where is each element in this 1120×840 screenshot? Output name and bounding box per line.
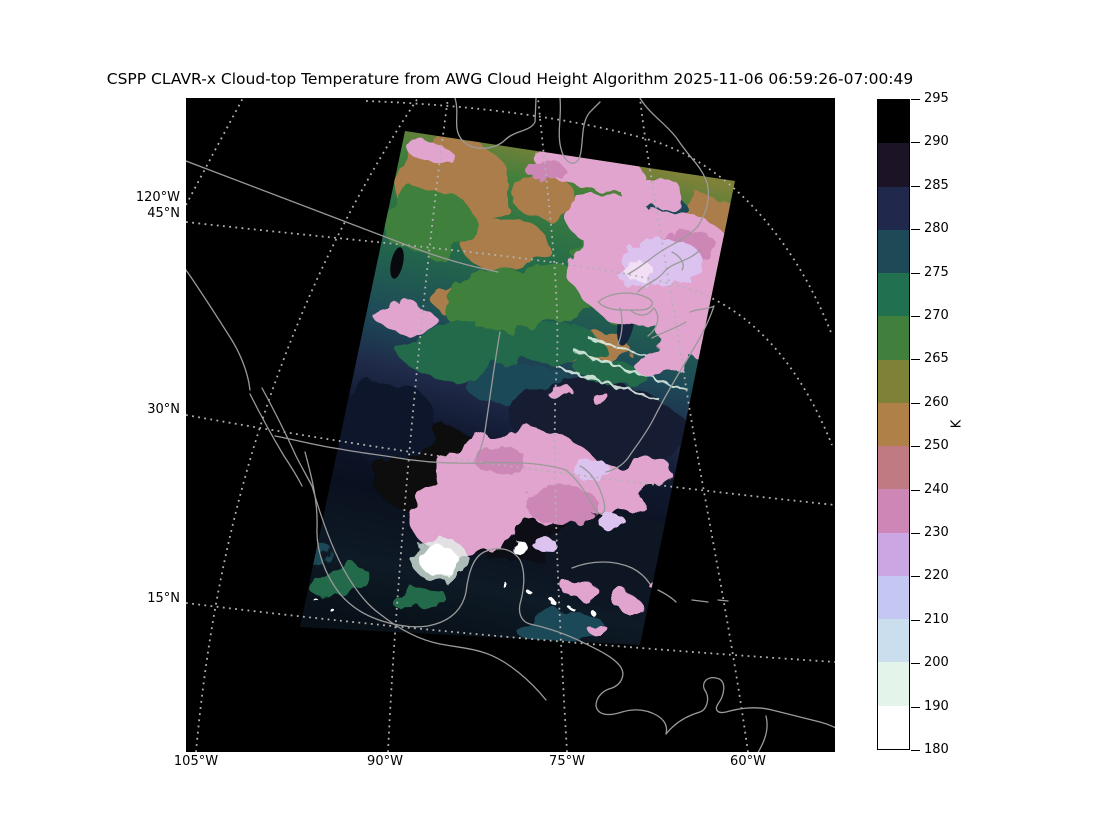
coast-florida (565, 465, 606, 515)
colorbar-tick-label: 260 (924, 394, 949, 410)
colorbar-segment (878, 489, 909, 533)
lake-winnipeg (390, 247, 404, 279)
colorbar-segment (878, 186, 909, 230)
colorbar-segment (878, 229, 909, 274)
colorbar-tick (911, 99, 920, 100)
lon-label-75w: 75°W (549, 754, 585, 769)
colorbar-tick (911, 142, 920, 144)
colorbar-segment (878, 705, 909, 749)
colorbar-tick (911, 576, 920, 578)
meridian-60w (639, 98, 749, 752)
colorbar-unit-label: K (949, 419, 965, 429)
colorbar-tick-label: 190 (924, 698, 949, 714)
colorbar-tick-label: 265 (924, 351, 949, 367)
colorbar-segment (878, 143, 909, 187)
colorbar-segment (878, 532, 909, 576)
colorbar-tick (911, 316, 920, 317)
parallel-15n (186, 602, 835, 663)
colorbar-tick-label: 290 (924, 134, 949, 150)
colorbar-tick (911, 533, 920, 534)
coast-central-america (529, 623, 668, 735)
coast-south-america (665, 677, 835, 735)
colorbar-segment (878, 316, 909, 360)
coast-hudson-bay (454, 98, 537, 149)
coastlines (186, 98, 835, 752)
colorbar-tick (911, 359, 920, 361)
coast-islands (691, 599, 729, 603)
colorbar-tick (911, 446, 920, 448)
colorbar-segment (878, 575, 909, 620)
colorbar-tick (911, 750, 920, 751)
colorbar-segment (878, 446, 909, 490)
colorbar-tick-label: 220 (924, 568, 949, 584)
coast-labrador (639, 98, 710, 227)
river-mississippi (475, 331, 501, 459)
deepgreen-patches (311, 324, 646, 613)
colorbar-tick-label: 280 (924, 221, 949, 237)
lat-label-45n: 45°N (147, 206, 180, 221)
colorbar-tick (911, 706, 920, 708)
colorbar-tick (911, 489, 920, 491)
coast-pacific-nw (186, 269, 251, 391)
colorbar-segment (878, 619, 909, 663)
colorbar-tick (911, 229, 920, 231)
coast-cuba (571, 561, 677, 603)
colorbar-tick-label: 270 (924, 308, 949, 323)
colorbar-tick (911, 402, 920, 404)
colorbar-tick-label: 250 (924, 438, 949, 454)
colorbar-tick-label: 180 (924, 742, 949, 757)
lon-label-105w: 105°W (173, 754, 219, 769)
corner-lon-label: 120°W (135, 190, 180, 205)
coast-gulf-north (274, 435, 567, 471)
colorbar-tick-label: 275 (924, 264, 949, 280)
lon-label-90w: 90°W (367, 754, 403, 769)
coast-st-lawrence (627, 225, 701, 293)
lon-label-60w: 60°W (730, 754, 766, 769)
colorbar-tick-label: 200 (924, 655, 949, 671)
colorbar-segment (878, 100, 909, 144)
colorbar-tick (911, 663, 920, 665)
colorbar-segment (878, 273, 909, 317)
white-cloud-cores (314, 263, 655, 619)
colorbar-tick (911, 619, 920, 621)
colorbar-tick (911, 185, 920, 187)
colorbar-ticks: 295 290 285 280 275 270 265 260 250 240 230 220 210 2… (911, 91, 1001, 757)
coast-atlantic (605, 305, 715, 473)
lat-label-15n: 15°N (147, 591, 180, 606)
river-orinoco (757, 715, 768, 752)
colorbar (877, 99, 910, 750)
meridian-90w (387, 98, 449, 752)
colorbar-tick-label: 240 (924, 481, 949, 497)
colorbar-tick-label: 295 (924, 91, 949, 106)
figure-title: CSPP CLAVR-x Cloud-top Temperature from … (106, 70, 914, 88)
border-arc (186, 160, 499, 273)
colorbar-tick (911, 272, 920, 274)
coast-great-lakes (597, 292, 715, 349)
meridian-120w (186, 98, 244, 206)
coast-mexico-west (311, 485, 547, 701)
colorbar-tick-label: 230 (924, 525, 949, 540)
colorbar-tick-label: 210 (924, 611, 949, 627)
coast-yucatan (427, 548, 531, 627)
lat-label-30n: 30°N (147, 402, 180, 417)
coast-james-bay (558, 98, 601, 164)
colorbar-segment (878, 359, 909, 403)
deeppink-clouds (474, 161, 716, 525)
colorbar-segment (878, 662, 909, 706)
coast-baja (249, 387, 313, 487)
colorbar-segment (878, 402, 909, 447)
colorbar-tick-label: 285 (924, 177, 949, 193)
